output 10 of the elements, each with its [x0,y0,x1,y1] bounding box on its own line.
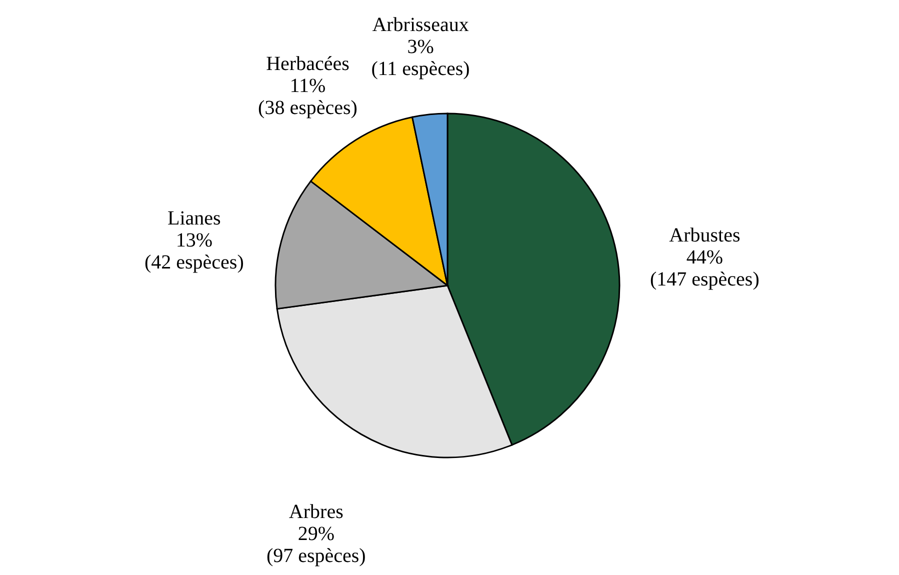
data-label: 11% (38 espèces) [258,74,358,119]
data-label: 44% (147 espèces) [650,246,760,290]
slice-label: Arbustes [669,224,740,246]
slice-label: Lianes [168,208,222,230]
data-label: 3% (11 espèces) [371,36,470,80]
slice-label: Arbrisseaux [372,14,469,36]
slice-label: Arbres [288,501,344,524]
data-label: 29% (97 espèces) [266,523,366,568]
data-label: 13% (42 espèces) [144,230,244,274]
slice-label: Herbacées [266,52,350,75]
